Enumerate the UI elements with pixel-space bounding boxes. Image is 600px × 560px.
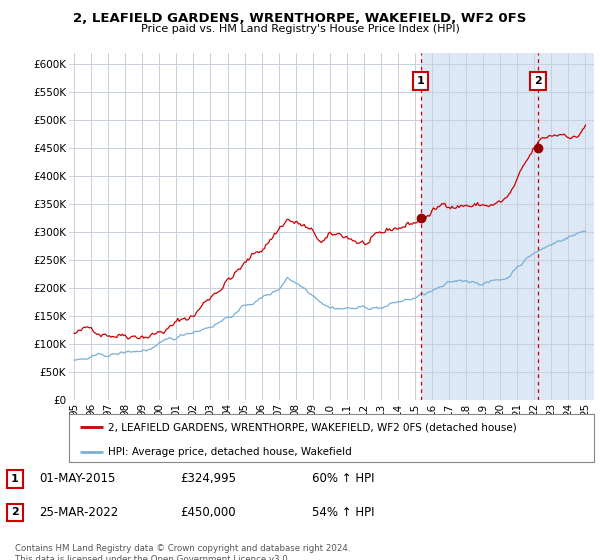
Text: 2: 2 [534,76,542,86]
Text: 60% ↑ HPI: 60% ↑ HPI [312,472,374,486]
Text: 2: 2 [11,507,19,517]
Text: 25-MAR-2022: 25-MAR-2022 [39,506,118,519]
Text: £450,000: £450,000 [180,506,236,519]
Text: 01-MAY-2015: 01-MAY-2015 [39,472,115,486]
Text: Price paid vs. HM Land Registry's House Price Index (HPI): Price paid vs. HM Land Registry's House … [140,24,460,34]
Bar [57,53,421,400]
Text: 2, LEAFIELD GARDENS, WRENTHORPE, WAKEFIELD, WF2 0FS: 2, LEAFIELD GARDENS, WRENTHORPE, WAKEFIE… [73,12,527,25]
Text: 2, LEAFIELD GARDENS, WRENTHORPE, WAKEFIELD, WF2 0FS (detached house): 2, LEAFIELD GARDENS, WRENTHORPE, WAKEFIE… [109,422,517,432]
Text: 1: 1 [11,474,19,484]
Text: £324,995: £324,995 [180,472,236,486]
Text: HPI: Average price, detached house, Wakefield: HPI: Average price, detached house, Wake… [109,446,352,456]
Text: 54% ↑ HPI: 54% ↑ HPI [312,506,374,519]
Text: 1: 1 [417,76,425,86]
Text: Contains HM Land Registry data © Crown copyright and database right 2024.
This d: Contains HM Land Registry data © Crown c… [15,544,350,560]
